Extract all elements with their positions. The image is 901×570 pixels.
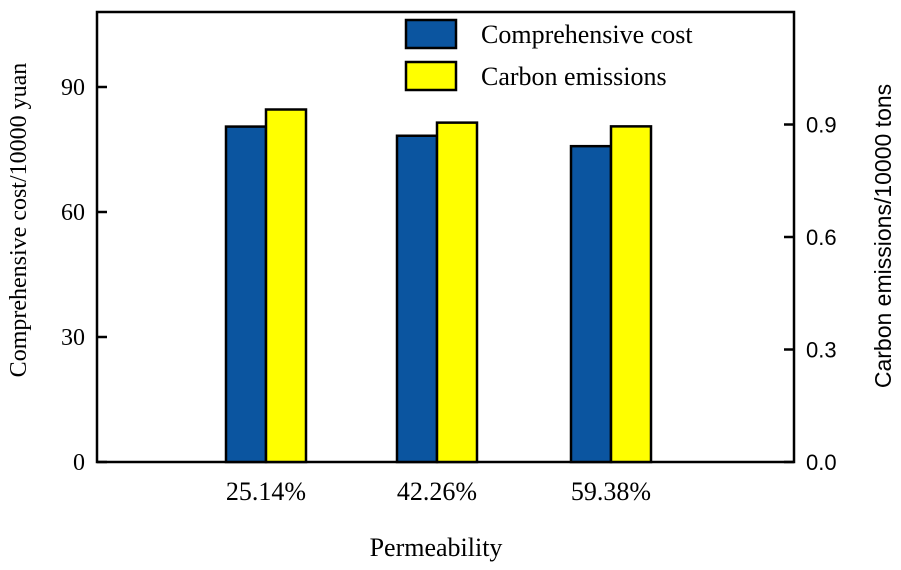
bar-carbon-emissions-2 (435, 121, 479, 464)
left-y-tick-label: 0 (73, 450, 85, 476)
legend-label: Comprehensive cost (481, 20, 693, 49)
left-y-tick-label: 60 (61, 200, 85, 226)
right-y-tick-label: 0.0 (806, 450, 837, 475)
legend-swatch (404, 18, 458, 50)
legend: Comprehensive cost Carbon emissions (404, 18, 693, 92)
ticks: 0 30 60 90 0.0 0.3 0.6 0.9 25.14% 42.26% 59.38% (61, 75, 837, 506)
bar-carbon-emissions-3 (609, 125, 653, 464)
right-y-tick-label: 0.3 (806, 338, 837, 363)
right-y-tick-label: 0.9 (806, 113, 837, 138)
left-y-tick-label: 30 (61, 325, 85, 351)
bar-carbon-emissions-1 (264, 108, 308, 464)
bar-comprehensive-cost-3 (569, 144, 613, 464)
right-y-tick-label: 0.6 (806, 225, 837, 250)
x-tick-label: 42.26% (397, 477, 477, 506)
bars (224, 108, 653, 464)
bar-comprehensive-cost-1 (224, 125, 268, 464)
legend-label: Carbon emissions (481, 62, 667, 91)
x-tick-label: 59.38% (571, 477, 651, 506)
left-y-axis-label: Comprehensive cost/10000 yuan (6, 63, 32, 378)
right-y-axis-label: Carbon emissions/10000 tons (870, 84, 896, 388)
legend-swatch (404, 60, 458, 92)
left-y-tick-label: 90 (61, 75, 85, 101)
x-axis-label: Permeability (370, 533, 503, 562)
x-tick-label: 25.14% (226, 477, 306, 506)
bar-comprehensive-cost-2 (395, 134, 439, 464)
